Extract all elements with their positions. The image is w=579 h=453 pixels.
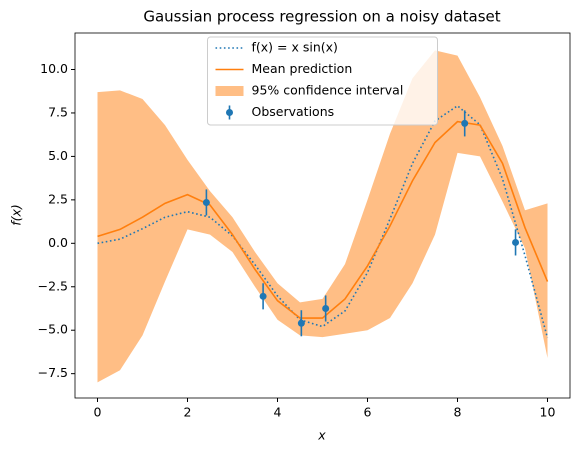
observation-point [322, 304, 330, 312]
x-tick-label: 6 [364, 405, 372, 420]
confidence-band [97, 50, 548, 383]
y-tick-label: −5.0 [38, 322, 68, 337]
y-axis-label: f(x) [9, 204, 24, 226]
y-tick-label: 2.5 [48, 191, 68, 206]
y-tick-label: −7.5 [38, 365, 68, 380]
observation-point [297, 319, 305, 327]
legend-label: Mean prediction [252, 61, 353, 76]
observation-point [461, 119, 469, 127]
plot-frame [74, 32, 571, 399]
legend-label: f(x) = x sin(x) [252, 40, 338, 55]
y-tick-label: 0.0 [48, 235, 68, 250]
x-tick-label: 0 [94, 405, 102, 420]
chart-title: Gaussian process regression on a noisy d… [143, 8, 500, 26]
x-tick-label: 4 [274, 405, 282, 420]
series-line [97, 120, 549, 319]
y-tick-label: 5.0 [48, 148, 68, 163]
x-tick-label: 8 [454, 405, 462, 420]
legend-box [207, 36, 438, 126]
legend-label: Observations [252, 104, 335, 119]
y-tick-label: −2.5 [38, 278, 68, 293]
x-tick-label: 10 [540, 405, 556, 420]
legend-label: 95% confidence interval [252, 83, 404, 98]
series-line [97, 104, 549, 339]
legend: f(x) = x sin(x) Mean prediction 95% confid… [207, 36, 438, 126]
x-tick-label: 2 [184, 405, 192, 420]
y-tick-label: 7.5 [48, 104, 68, 119]
y-tick-label: 10.0 [40, 61, 68, 76]
observation-point [202, 198, 210, 206]
x-axis-label: x [317, 428, 326, 443]
legend-swatch [215, 86, 244, 96]
observation-point [512, 238, 520, 246]
legend-swatch [226, 109, 233, 116]
observation-point [259, 292, 267, 300]
